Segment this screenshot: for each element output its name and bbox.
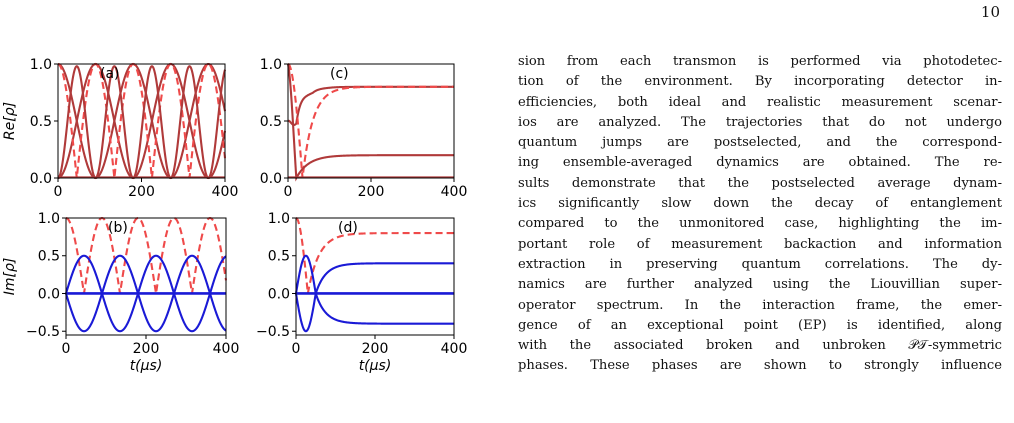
text-line: sults demonstrate that the postselected … <box>518 175 1002 191</box>
y-tick-label: 1.0 <box>268 211 290 227</box>
text-line: quantum jumps are postselected, and the … <box>518 135 1002 151</box>
x-tick-label: 200 <box>362 341 389 357</box>
series-line <box>64 254 227 333</box>
y-axis-label: Re[ρ] <box>2 102 18 140</box>
text-line: tion of the environment. By incorporatin… <box>518 74 1002 90</box>
y-tick-label: −0.5 <box>26 324 60 340</box>
text-line: namics are further analyzed using the Li… <box>518 277 1002 293</box>
y-tick-label: 0.5 <box>260 114 282 130</box>
y-tick-label: 0.0 <box>38 286 60 302</box>
y-tick-label: 0.5 <box>30 114 52 130</box>
text-line: ios are analyzed. The trajectories that … <box>518 114 1002 130</box>
text-line: gence of an exceptional point (EP) is id… <box>518 317 1002 333</box>
panel-label: (d) <box>338 220 358 236</box>
page-number: 10 <box>980 3 1000 21</box>
x-tick-label: 0 <box>62 341 71 357</box>
panel-label: (c) <box>330 66 349 82</box>
x-tick-label: 400 <box>441 184 468 200</box>
y-tick-label: 1.0 <box>38 211 60 227</box>
series-line <box>65 216 228 294</box>
series-line <box>57 62 227 180</box>
x-tick-label: 0 <box>54 184 63 200</box>
series-line <box>295 216 454 294</box>
x-tick-label: 200 <box>133 341 160 357</box>
x-tick-label: 200 <box>358 184 385 200</box>
y-tick-label: 0.5 <box>268 249 290 265</box>
series-line <box>294 293 454 333</box>
x-tick-label: 400 <box>212 184 239 200</box>
y-tick-label: 1.0 <box>260 57 282 73</box>
figure: 0 200 400 0.0 0.5 1.0 (a) Re[ρ] 0 200 400 −0.5 0.0 0.… <box>2 57 468 374</box>
series-line <box>294 254 454 294</box>
series-line <box>57 62 227 179</box>
series-line <box>57 62 227 180</box>
y-tick-label: 0.0 <box>268 286 290 302</box>
x-tick-label: 0 <box>284 184 293 200</box>
y-tick-label: 1.0 <box>30 57 52 73</box>
x-tick-label: 400 <box>441 341 468 357</box>
x-tick-label: 400 <box>213 341 240 357</box>
y-tick-label: 0.5 <box>38 249 60 265</box>
series-line <box>57 65 227 180</box>
text-line: sion from each transmon is performed via… <box>518 54 1002 69</box>
text-line: extraction in preserving quantum correla… <box>518 256 1002 272</box>
text-line: compared to the unmonitored case, highli… <box>518 216 1002 232</box>
y-tick-label: 0.0 <box>260 171 282 187</box>
text-line: portant role of measurement backaction a… <box>518 236 1002 252</box>
y-tick-label: −0.5 <box>256 324 290 340</box>
x-tick-label: 0 <box>292 341 301 357</box>
series-line <box>287 62 454 179</box>
text-line: with the associated broken and unbroken … <box>518 338 1002 354</box>
x-tick-label: 200 <box>128 184 155 200</box>
series-line <box>286 63 454 182</box>
x-axis-label: t(μs) <box>130 358 163 374</box>
text-line: ics significantly slow down the decay of… <box>518 196 1002 212</box>
y-tick-label: 0.0 <box>30 171 52 187</box>
text-line: ing ensemble-averaged dynamics are obtai… <box>518 155 1002 171</box>
series-line <box>64 254 227 333</box>
panel-label: (a) <box>100 66 120 82</box>
series-line <box>287 85 454 126</box>
body-paragraph: sion from each transmon is performed via… <box>518 52 1002 377</box>
panel-label: (b) <box>108 220 128 236</box>
plot-frame <box>295 217 455 336</box>
text-line: phases. These phases are shown to strong… <box>518 358 1002 374</box>
text-line: efficiencies, both ideal and realistic m… <box>518 94 1002 110</box>
y-axis-label: Im[ρ] <box>2 258 18 296</box>
text-line: operator spectrum. In the interaction fr… <box>518 297 1002 313</box>
x-axis-label: t(μs) <box>359 358 392 374</box>
plot-frame <box>57 63 226 179</box>
